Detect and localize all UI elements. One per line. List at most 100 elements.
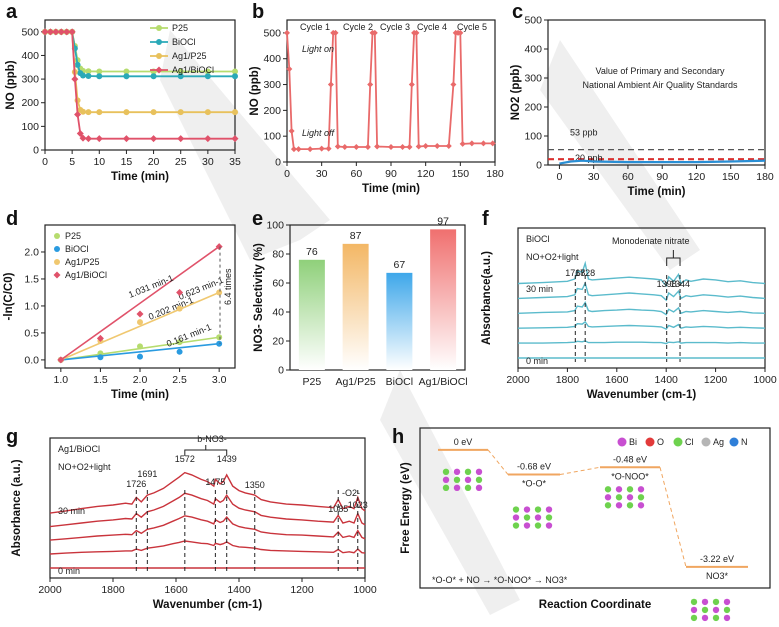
spectrum-line [517, 300, 766, 316]
cycle-label: Cycle 2 [343, 22, 373, 32]
legend-marker [701, 437, 711, 447]
energy-connector [487, 449, 509, 475]
y-tick-label: 1.5 [24, 273, 39, 285]
data-point [307, 146, 314, 153]
x-axis-label: Time (min) [362, 183, 420, 195]
x-tick-label: 5 [69, 156, 75, 168]
legend-label: BiOCl [65, 244, 89, 254]
x-tick-label: 2000 [506, 374, 530, 386]
peak-label: 1439 [217, 454, 237, 464]
sample-label: BiOCl [526, 234, 550, 244]
atom [626, 486, 634, 493]
atom [701, 606, 709, 614]
data-point [122, 135, 130, 143]
x-tick-label: 1400 [227, 584, 251, 596]
x-axis-label: Wavenumber (cm-1) [153, 599, 263, 611]
group-label: Monodenate nitrate [612, 236, 690, 246]
y-axis-label: Absorbance(a.u.) [481, 251, 493, 345]
data-point [422, 142, 429, 149]
peak-label: 1344 [670, 279, 690, 289]
x-tick-label: 150 [452, 168, 470, 180]
x-tick-label: 1800 [556, 374, 580, 386]
x-tick-label: 1200 [290, 584, 314, 596]
atom [701, 598, 709, 606]
superoxide-label: -O2- [342, 488, 360, 498]
legend-marker [673, 437, 683, 447]
data-point [334, 143, 341, 150]
peak-label: 1475 [205, 477, 225, 487]
atom [723, 598, 731, 606]
panel-label: a [6, 1, 18, 23]
group-bracket [184, 445, 228, 456]
bar [430, 229, 457, 370]
atom [442, 468, 450, 476]
y-axis-label: NO3- Selectivity (%) [253, 243, 265, 352]
x-tick-label: 1000 [353, 584, 377, 596]
atom [615, 502, 623, 509]
x-tick-label: 30 [316, 168, 328, 180]
atom [626, 502, 634, 509]
plot-frame [289, 224, 466, 371]
atom [512, 506, 520, 513]
data-point [374, 143, 381, 150]
atom [545, 522, 553, 529]
time-label: 30 min [58, 506, 85, 516]
data-point [177, 73, 184, 80]
legend-marker [156, 25, 162, 31]
bar-value-label: 67 [394, 259, 406, 271]
atom [545, 506, 553, 513]
legend-label: Cl [685, 437, 694, 447]
data-point [57, 356, 65, 364]
x-tick-label: 90 [656, 171, 668, 183]
y-tick-label: 0 [278, 365, 284, 377]
ratio-label: 6.4 times [223, 268, 233, 305]
y-tick-label: 20 [272, 336, 284, 348]
data-point [332, 29, 339, 36]
atom [442, 484, 450, 492]
spectrum-line [517, 320, 766, 330]
data-point [216, 340, 223, 347]
data-point [388, 144, 394, 151]
light-on-label: Light on [302, 44, 334, 54]
y-axis-label: -ln(C/C0) [3, 272, 15, 320]
x-tick-label: 180 [756, 171, 774, 183]
plot-frame [547, 19, 766, 166]
x-tick-label: 150 [722, 171, 740, 183]
x-axis-label: Time (min) [111, 171, 169, 183]
legend-marker [53, 271, 61, 279]
data-point [231, 135, 239, 143]
y-axis-label: Free Energy (eV) [400, 462, 412, 554]
data-point [85, 68, 92, 75]
data-point [95, 135, 103, 143]
data-point [52, 28, 60, 36]
atom [712, 614, 720, 622]
legend-label: Ag1/P25 [172, 51, 207, 61]
legend-label: N [741, 437, 748, 447]
peak-label: 1350 [245, 480, 265, 490]
data-point [204, 68, 211, 75]
atom [723, 606, 731, 614]
data-point [480, 140, 487, 147]
data-point [137, 343, 143, 350]
cycle-label: Cycle 1 [300, 22, 330, 32]
data-point [123, 109, 130, 116]
atom [712, 606, 720, 614]
legend-marker [54, 233, 60, 239]
spectrum-line [49, 540, 366, 555]
data-point [295, 146, 302, 153]
y-tick-label: 0 [33, 145, 39, 157]
atom [534, 522, 542, 529]
species-label: *O-NOO* [611, 471, 649, 481]
bar-value-label: 76 [306, 246, 318, 258]
data-point [74, 61, 81, 68]
y-tick-label: 300 [524, 73, 542, 85]
atom [453, 468, 461, 476]
spectrum-line [49, 492, 366, 528]
atom [712, 598, 720, 606]
data-point [41, 28, 49, 36]
y-tick-label: 2.0 [24, 246, 39, 258]
data-point [364, 144, 371, 151]
y-tick-label: 100 [263, 131, 281, 143]
atom [615, 486, 623, 493]
spectrum-line [49, 471, 366, 514]
